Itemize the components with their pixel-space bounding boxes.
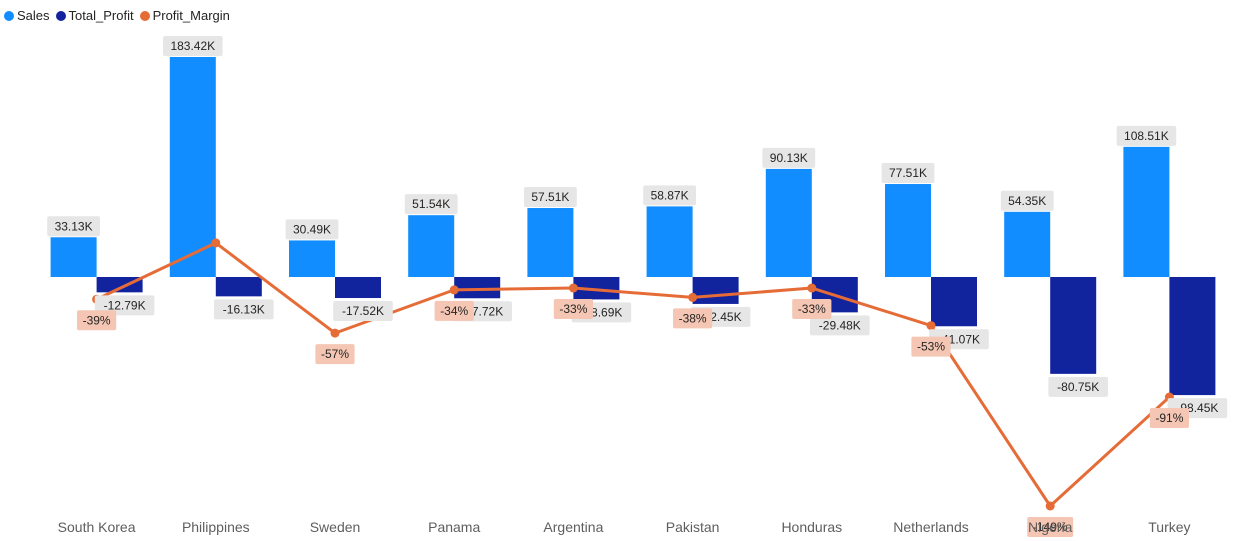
x-axis-tick-label: Nigeria — [1028, 519, 1073, 535]
sales-bar — [765, 168, 812, 277]
sales-bar — [50, 237, 97, 277]
profit-margin-data-label-bg — [792, 299, 832, 320]
legend-label: Total_Profit — [68, 8, 134, 23]
profit-margin-point — [926, 321, 936, 331]
total-profit-bar — [1169, 277, 1216, 396]
profit-margin-line — [95, 241, 1171, 508]
sales-data-label: 54.35K — [1008, 194, 1046, 208]
x-axis-tick-label: Panama — [428, 519, 480, 535]
sales-bar — [885, 184, 931, 277]
legend-label: Sales — [17, 8, 50, 23]
sales-bar — [1004, 211, 1051, 277]
profit-margin-point — [688, 292, 698, 302]
sales-data-label-bg — [881, 163, 935, 184]
profit-margin-point — [330, 328, 340, 338]
legend-marker-icon — [139, 10, 150, 21]
sales-data-label: 33.13K — [55, 219, 93, 233]
profit-margin-data-label: -33% — [798, 302, 826, 316]
x-axis-tick-label: Philippines — [182, 519, 250, 535]
total-profit-data-label: -16.13K — [223, 302, 265, 316]
sales-bar — [527, 208, 574, 277]
total-profit-data-label-bg — [810, 315, 870, 336]
sales-bar — [408, 215, 455, 277]
sales-data-label: 57.51K — [531, 190, 569, 204]
profit-margin-point — [807, 283, 817, 293]
sales-bar — [646, 206, 693, 277]
sales-data-label-bg — [47, 216, 100, 237]
sales-data-label-bg — [163, 36, 223, 56]
profit-margin-data-label-bg — [77, 310, 117, 331]
total-profit-bar — [454, 277, 501, 299]
total-profit-bar — [692, 277, 739, 304]
total-profit-bar — [931, 277, 977, 327]
x-axis-tick-label: Argentina — [543, 519, 603, 535]
x-axis-tick-label: Pakistan — [666, 519, 720, 535]
legend-marker-icon — [55, 10, 66, 21]
sales-data-label: 77.51K — [889, 166, 927, 180]
total-profit-bar — [335, 277, 381, 299]
sales-data-label-bg — [285, 219, 339, 240]
total-profit-data-label: -80.75K — [1057, 380, 1099, 394]
profit-margin-data-label-bg — [434, 300, 474, 321]
profit-margin-data-label: -57% — [321, 347, 349, 361]
sales-data-label-bg — [1000, 190, 1054, 211]
sales-bar — [1123, 146, 1170, 277]
sales-bar — [169, 57, 216, 277]
sales-data-label: 51.54K — [412, 197, 450, 211]
profit-margin-data-label: -39% — [83, 313, 111, 327]
x-axis-tick-label: Turkey — [1148, 519, 1190, 535]
total-profit-data-label: -17.52K — [342, 304, 384, 318]
chart-legend: Sales Total_Profit Profit_Margin — [4, 8, 236, 23]
profit-margin-data-label: -38% — [679, 311, 707, 325]
total-profit-data-label: -12.79K — [104, 298, 146, 312]
x-axis-tick-label: South Korea — [58, 519, 136, 535]
profit-margin-data-label: -53% — [917, 340, 945, 354]
legend-item[interactable]: Total_Profit — [55, 8, 134, 23]
total-profit-data-label: -29.48K — [819, 318, 861, 332]
sales-data-label: 30.49K — [293, 222, 331, 236]
profit-margin-data-label-bg — [911, 336, 951, 357]
profit-margin-data-label: -149% — [1033, 520, 1068, 534]
sales-data-label-bg — [524, 187, 577, 208]
profit-margin-data-label: -34% — [440, 304, 468, 318]
x-axis-tick-label: Sweden — [310, 519, 361, 535]
profit-margin-data-label-bg — [553, 299, 593, 320]
sales-bar — [289, 240, 335, 277]
total-profit-bar — [1050, 277, 1097, 374]
legend-item[interactable]: Sales — [4, 8, 50, 23]
profit-margin-point — [1045, 501, 1055, 511]
sales-data-label: 108.51K — [1124, 129, 1169, 143]
profit-margin-data-label-bg — [673, 308, 713, 329]
profit-margin-point — [568, 283, 578, 293]
sales-data-label: 183.42K — [170, 39, 215, 53]
profit-margin-data-label-bg — [1149, 408, 1189, 429]
total-profit-bar — [215, 277, 262, 297]
total-profit-bar — [573, 277, 620, 300]
total-profit-data-label-bg — [333, 301, 393, 322]
total-profit-data-label-bg — [1048, 376, 1108, 397]
profit-margin-point — [211, 238, 221, 248]
total-profit-data-label-bg — [214, 299, 274, 320]
sales-data-label-bg — [1116, 125, 1177, 146]
profit-margin-data-label-bg — [315, 344, 355, 365]
sales-data-label: 90.13K — [770, 151, 808, 165]
profit-margin-data-label-bg — [1027, 517, 1074, 537]
sales-data-label-bg — [762, 147, 816, 168]
sales-data-label-bg — [643, 185, 696, 206]
profit-margin-point — [449, 285, 459, 295]
sales-data-label: 58.87K — [651, 188, 689, 202]
profit-margin-data-label: -91% — [1155, 411, 1183, 425]
x-axis-tick-label: Netherlands — [893, 519, 969, 535]
legend-item[interactable]: Profit_Margin — [139, 8, 230, 23]
legend-label: Profit_Margin — [152, 8, 230, 23]
total-profit-bar — [96, 277, 143, 293]
legend-marker-icon — [4, 10, 14, 21]
sales-data-label-bg — [404, 194, 458, 215]
profit-margin-data-label: -33% — [559, 302, 587, 316]
x-axis-tick-label: Honduras — [781, 519, 842, 535]
